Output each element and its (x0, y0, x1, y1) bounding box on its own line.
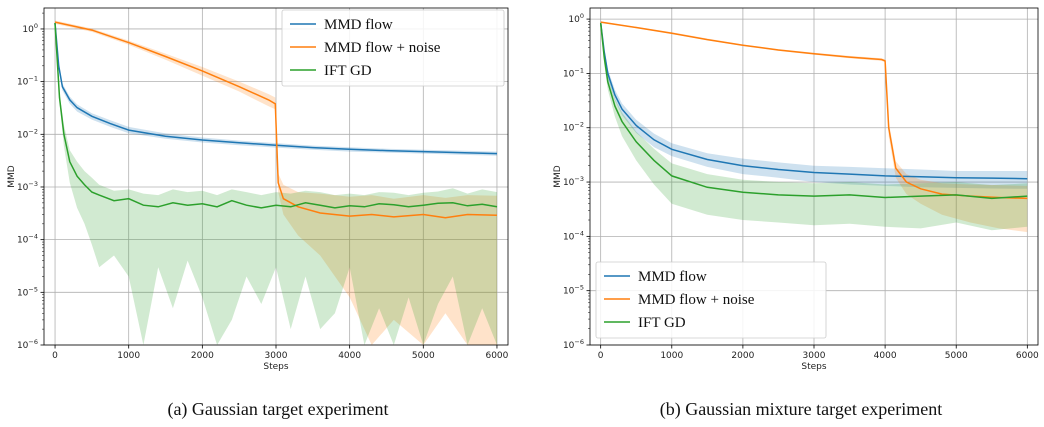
ytick-label-3: 10−3 (563, 175, 584, 188)
legend-box (595, 261, 827, 339)
xtick-label-3: 3000 (803, 351, 826, 361)
chart-panel-a: 0 1000 2000 3000 4000 5000 6000 10−6 10−5 10−4 10−… (7, 7, 509, 372)
xtick-label-5: 5000 (945, 351, 968, 361)
caption-a: (a) Gaussian target experiment (167, 399, 388, 420)
band-2 (600, 21, 1028, 231)
band-1 (55, 20, 497, 345)
x-axis-label: Steps (801, 362, 826, 372)
ytick-label-6: 100 (22, 22, 38, 35)
xtick-label-6: 6000 (1016, 351, 1039, 361)
ytick-label-0: 10−6 (17, 338, 38, 351)
ytick-label-2: 10−4 (17, 233, 38, 246)
band-0 (600, 21, 1028, 189)
xtick-label-1: 1000 (117, 351, 140, 361)
ytick-label-6: 100 (568, 12, 584, 25)
series-line-0 (599, 22, 1028, 180)
series-line-1 (600, 21, 1028, 200)
legend-label-2: IFT GD (324, 63, 372, 79)
chart-panel-b: 0 1000 2000 3000 4000 5000 6000 10−6 10−5 10−4 10−… (553, 7, 1039, 372)
caption-b: (b) Gaussian mixture target experiment (660, 399, 943, 420)
y-axis-label: MMD (7, 165, 17, 188)
series-line-2 (599, 22, 1028, 200)
ytick-label-5: 10−1 (563, 66, 584, 79)
legend-label-1: MMD flow + noise (324, 40, 441, 56)
legend-label-2: IFT GD (638, 315, 686, 331)
ytick-label-4: 10−2 (17, 127, 38, 140)
ytick-label-3: 10−3 (17, 180, 38, 193)
band-1 (600, 21, 1028, 233)
ytick-label-0: 10−6 (563, 338, 584, 351)
legend-label-0: MMD flow (324, 17, 393, 33)
xtick-label-2: 2000 (191, 351, 214, 361)
xtick-label-5: 5000 (412, 351, 435, 361)
series-line-0 (54, 22, 498, 155)
ytick-label-1: 10−5 (17, 285, 38, 298)
legend-label-0: MMD flow (638, 269, 707, 285)
xtick-label-3: 3000 (265, 351, 288, 361)
band-2 (55, 21, 497, 346)
xtick-label-4: 4000 (338, 351, 361, 361)
xtick-label-0: 0 (598, 351, 604, 361)
x-axis-label: Steps (263, 362, 288, 372)
xtick-label-4: 4000 (874, 351, 897, 361)
ytick-label-2: 10−4 (563, 229, 584, 242)
xtick-label-1: 1000 (660, 351, 683, 361)
legend-label-1: MMD flow + noise (638, 292, 755, 308)
y-axis-label: MMD (553, 165, 563, 188)
xtick-label-6: 6000 (485, 351, 508, 361)
ytick-label-1: 10−5 (563, 284, 584, 297)
series-line-1 (54, 21, 498, 219)
xtick-label-2: 2000 (731, 351, 754, 361)
ytick-label-4: 10−2 (563, 121, 584, 134)
xtick-label-0: 0 (52, 351, 58, 361)
series-line-2 (54, 22, 498, 209)
legend-box (281, 9, 505, 87)
ytick-label-5: 10−1 (17, 75, 38, 88)
